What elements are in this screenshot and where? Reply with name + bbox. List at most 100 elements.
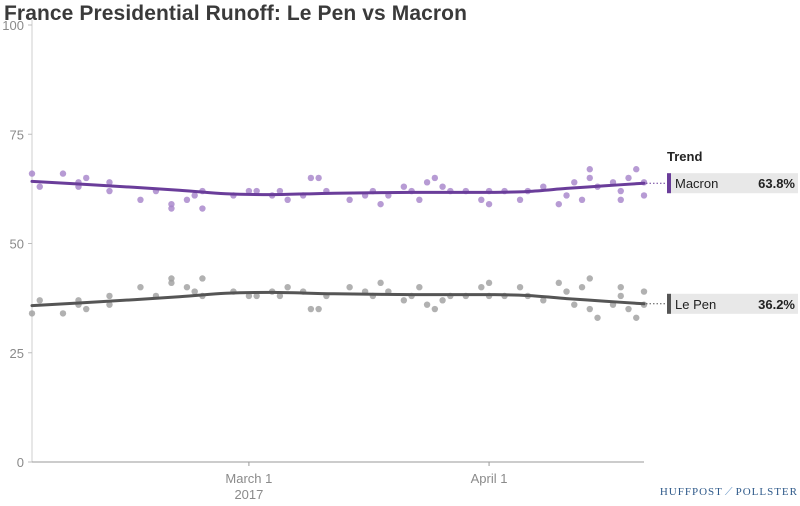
legend-value-le-pen: 36.2%: [758, 297, 795, 312]
trend-lines: [30, 179, 646, 308]
poll-point: [377, 279, 384, 287]
poll-point: [183, 284, 191, 291]
poll-point: [563, 288, 570, 295]
poll-point: [168, 275, 175, 282]
poll-point: [633, 314, 640, 321]
x-tick-label: March 1: [225, 471, 272, 486]
poll-point: [59, 170, 67, 177]
poll-point: [578, 284, 586, 291]
poll-point: [106, 187, 113, 195]
poll-point: [191, 288, 198, 295]
legend-label-macron: Macron: [675, 176, 718, 191]
poll-point: [586, 275, 593, 282]
poll-point: [439, 297, 446, 304]
poll-point: [640, 288, 648, 295]
poll-point: [586, 166, 593, 173]
poll-point: [431, 174, 439, 182]
logo-swoosh-icon: ⟋: [724, 486, 734, 498]
poll-point: [28, 170, 36, 177]
poll-point: [307, 305, 315, 313]
poll-point: [563, 192, 570, 199]
poll-point: [586, 305, 593, 313]
y-tick-label: 100: [2, 18, 24, 33]
poll-point: [284, 284, 291, 291]
poll-point: [199, 275, 206, 282]
poll-point: [617, 187, 624, 195]
poll-point: [36, 183, 43, 190]
poll-point: [640, 192, 648, 199]
poll-point: [315, 305, 322, 313]
poll-point: [168, 205, 175, 212]
poll-point: [315, 174, 322, 182]
poll-point: [137, 196, 144, 203]
poll-point: [617, 196, 624, 203]
poll-point: [625, 174, 632, 182]
poll-point: [83, 174, 90, 182]
poll-point: [416, 284, 423, 291]
x-tick-label: April 1: [471, 471, 508, 486]
poll-point: [431, 305, 439, 313]
trend-line-le-pen: [30, 290, 646, 308]
poll-point: [423, 301, 431, 308]
brand-huffpost: HUFFPOST: [659, 486, 723, 498]
poll-point: [346, 284, 353, 291]
poll-point: [485, 279, 493, 287]
poll-point: [571, 179, 578, 186]
poll-point: [307, 174, 315, 182]
poll-point: [137, 284, 144, 291]
y-tick-label: 25: [10, 346, 24, 361]
poll-point: [83, 305, 90, 313]
poll-point: [594, 314, 601, 321]
pollster-logo: HUFFPOST ⟋ POLLSTER: [660, 486, 798, 499]
poll-point: [423, 179, 431, 186]
poll-point: [106, 301, 113, 308]
poll-point: [516, 196, 524, 203]
poll-point: [617, 284, 624, 291]
y-tick-label: 75: [10, 127, 24, 142]
poll-point: [276, 187, 284, 195]
poll-point: [28, 310, 36, 317]
poll-point: [59, 310, 67, 317]
poll-point: [106, 292, 113, 300]
poll-point: [416, 196, 423, 203]
legend-swatch-le-pen: [667, 293, 671, 314]
poll-point: [555, 200, 562, 208]
y-tick-label: 50: [10, 237, 24, 252]
poll-point: [478, 196, 485, 203]
poll-point: [578, 196, 586, 203]
poll-point: [555, 279, 562, 287]
poll-point: [485, 200, 493, 208]
poll-point: [516, 284, 524, 291]
trend-line-macron: [30, 179, 646, 197]
brand-pollster: POLLSTER: [735, 486, 798, 498]
poll-point: [377, 200, 384, 208]
poll-point: [253, 187, 260, 195]
poll-point: [106, 179, 113, 186]
poll-point: [276, 292, 284, 300]
poll-point: [540, 297, 547, 304]
poll-point: [284, 196, 291, 203]
poll-point: [346, 196, 353, 203]
poll-point: [571, 301, 578, 308]
poll-point: [625, 305, 632, 313]
poll-point: [400, 183, 408, 190]
chart-title: France Presidential Runoff: Le Pen vs Ma…: [4, 2, 468, 25]
poll-point: [633, 166, 640, 173]
legend-swatch-macron: [667, 173, 671, 194]
legend-title: Trend: [667, 149, 702, 164]
poll-point: [199, 205, 206, 212]
y-tick-label: 0: [17, 455, 24, 470]
poll-point: [245, 187, 253, 195]
poll-point: [400, 297, 408, 304]
poll-point: [540, 183, 547, 190]
poll-point: [439, 183, 446, 190]
legend-row-bg-le-pen: [667, 293, 798, 314]
poll-point: [183, 196, 191, 203]
poll-point: [617, 292, 624, 300]
legend: Trend Macron 63.8% Le Pen 36.2%: [646, 149, 798, 314]
poll-point: [191, 192, 198, 199]
poll-point: [245, 292, 253, 300]
poll-point: [36, 297, 43, 304]
